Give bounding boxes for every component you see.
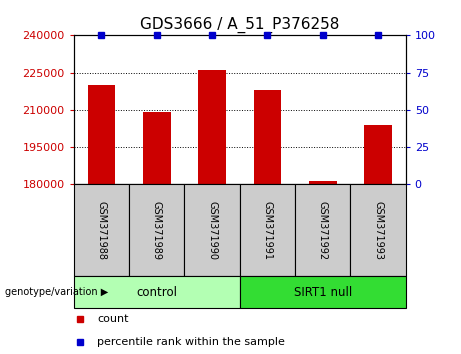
Text: GSM371989: GSM371989 — [152, 201, 162, 259]
Bar — [74, 276, 240, 308]
Text: GSM371988: GSM371988 — [96, 201, 106, 259]
Text: control: control — [136, 286, 177, 298]
Text: GSM371991: GSM371991 — [262, 201, 272, 259]
Text: GSM371992: GSM371992 — [318, 200, 328, 260]
Bar — [254, 90, 281, 184]
Text: SIRT1 null: SIRT1 null — [294, 286, 352, 298]
Bar — [88, 85, 115, 184]
Text: count: count — [97, 314, 129, 324]
Bar — [309, 181, 337, 184]
Bar — [350, 184, 406, 276]
Bar — [295, 184, 350, 276]
Bar — [143, 112, 171, 184]
Text: genotype/variation ▶: genotype/variation ▶ — [5, 287, 108, 297]
Text: GSM371993: GSM371993 — [373, 201, 383, 259]
Text: percentile rank within the sample: percentile rank within the sample — [97, 337, 285, 347]
Bar — [74, 184, 129, 276]
Text: GSM371990: GSM371990 — [207, 201, 217, 259]
Bar — [240, 276, 406, 308]
Bar — [198, 70, 226, 184]
Bar — [240, 184, 295, 276]
Title: GDS3666 / A_51_P376258: GDS3666 / A_51_P376258 — [140, 16, 339, 33]
Bar — [364, 125, 392, 184]
Bar — [129, 184, 184, 276]
Bar — [184, 184, 240, 276]
